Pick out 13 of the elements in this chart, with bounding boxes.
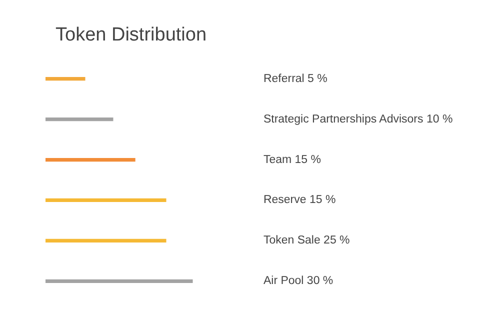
y-tick-label: Team 15 % xyxy=(263,154,321,166)
bar xyxy=(46,117,114,122)
bar xyxy=(46,198,166,202)
bar xyxy=(46,238,166,243)
bar xyxy=(46,279,193,283)
y-tick-label: Strategic Partnerships Advisors 10 % xyxy=(263,113,453,126)
bar xyxy=(46,158,136,162)
bar xyxy=(46,77,86,81)
y-tick-label: Air Pool 30 % xyxy=(263,275,334,288)
y-tick-label: Token Sale 25 % xyxy=(263,234,350,247)
y-tick-label: Reserve 15 % xyxy=(263,194,336,206)
chart-title: Token Distribution xyxy=(56,24,207,46)
y-tick-label: Referral 5 % xyxy=(263,72,328,85)
